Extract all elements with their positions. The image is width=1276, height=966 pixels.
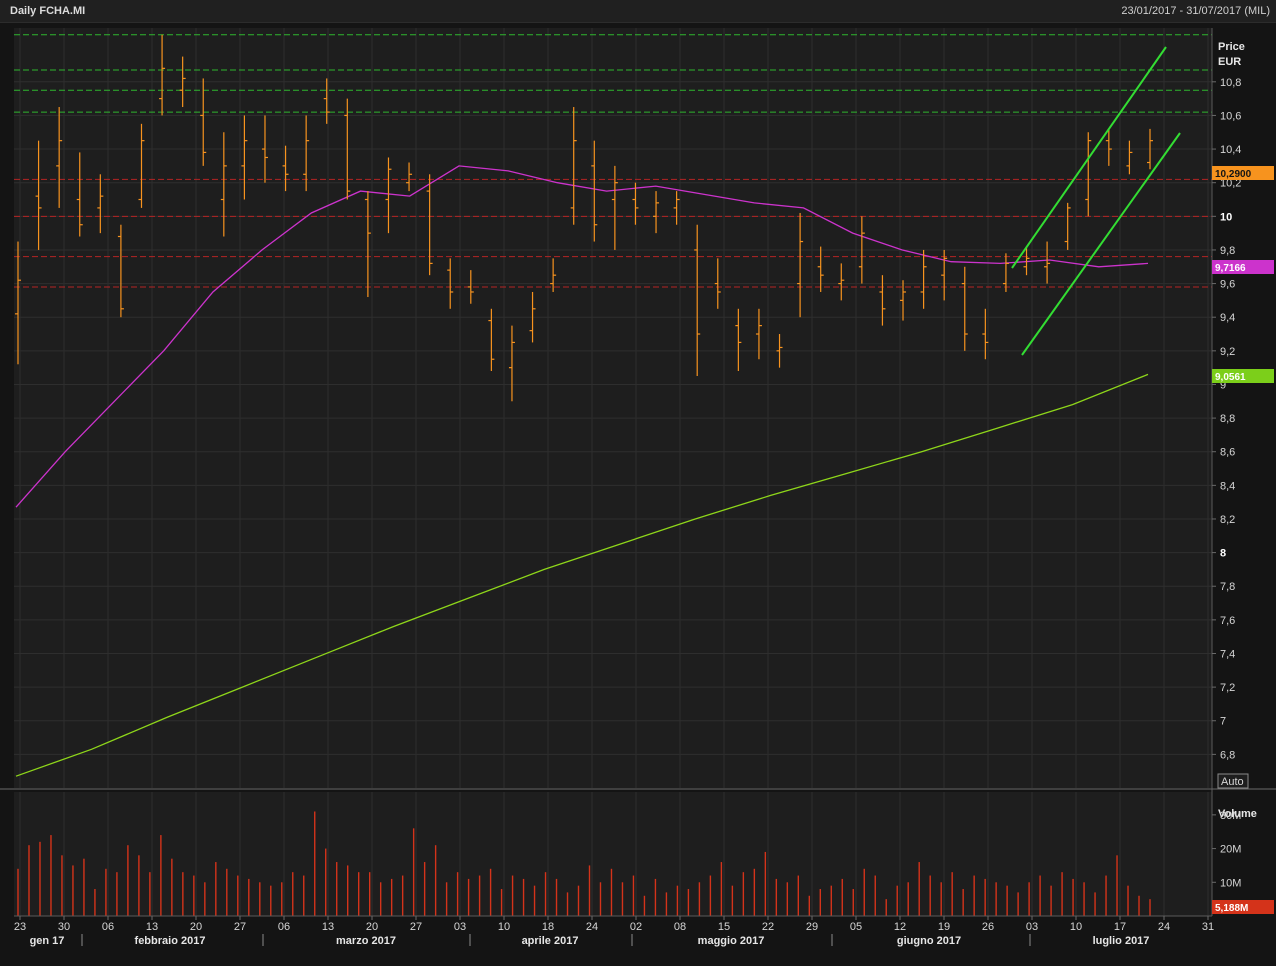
time-tick-label: 03 [1026,921,1038,933]
time-tick-label: 08 [674,921,686,933]
long-moving-average-line [15,373,1149,777]
price-tick-label: 8 [1220,548,1226,560]
volume-axis-ticks: 30M 20M 10M [1212,810,1241,889]
price-axis-title: Price [1218,41,1245,53]
time-tick-label: 30 [58,921,70,933]
time-tick-label: 27 [410,921,422,933]
time-tick-label: 03 [454,921,466,933]
price-tick-label: 7,2 [1220,682,1235,694]
time-tick-label: 19 [938,921,950,933]
grid-lines [14,28,1212,916]
price-tick-label: 9,8 [1220,245,1235,257]
month-label: giugno 2017 [897,935,961,947]
price-bars [15,34,1153,402]
price-tick-label: 6,8 [1220,749,1235,761]
volume-tick-label: 30M [1220,810,1241,822]
time-tick-label: 15 [718,921,730,933]
price-axis-unit: EUR [1218,56,1241,68]
moving-averages [15,165,1149,777]
time-tick-label: 13 [146,921,158,933]
time-tick-label: 24 [586,921,598,933]
date-range: 23/01/2017 - 31/07/2017 (MIL) [1121,5,1270,17]
horizontal-levels [14,34,1212,288]
chart-header: Daily FCHA.MI 23/01/2017 - 31/07/2017 (M… [0,0,1276,23]
price-tick-label: 10,6 [1220,110,1241,122]
price-tick-label: 9 [1220,379,1226,391]
month-label: luglio 2017 [1093,935,1150,947]
price-tick-label: 8,4 [1220,480,1235,492]
price-tick-label: 10,4 [1220,144,1241,156]
time-tick-label: 06 [102,921,114,933]
month-label: febbraio 2017 [135,935,206,947]
volume-tag [1212,900,1274,914]
price-tick-label: 8,2 [1220,514,1235,526]
volume-value: 5,188M [1215,903,1248,914]
chart-title: Daily FCHA.MI [10,5,86,17]
time-tick-label: 13 [322,921,334,933]
channel-lower-line[interactable] [1021,132,1181,356]
last-price-value: 10,2900 [1215,169,1252,180]
auto-scale-label[interactable]: Auto [1221,776,1244,788]
time-tick-label: 02 [630,921,642,933]
price-panel [14,28,1212,788]
last-price-tag [1212,166,1274,180]
price-tick-label: 7 [1220,716,1226,728]
volume-tick-label: 20M [1220,844,1241,856]
ma-long-value: 9,0561 [1215,372,1246,383]
time-tick-label: 06 [278,921,290,933]
price-tick-label: 7,4 [1220,648,1235,660]
month-label: gen 17 [30,935,65,947]
time-axis-months: gen 17 febbraio 2017 marzo 2017 aprile 2017… [30,934,1150,947]
time-tick-label: 26 [982,921,994,933]
channel-upper-line[interactable] [1011,46,1167,269]
volume-tick-label: 10M [1220,877,1241,889]
time-tick-label: 20 [190,921,202,933]
time-tick-label: 24 [1158,921,1170,933]
time-tick-label: 20 [366,921,378,933]
time-tick-label: 17 [1114,921,1126,933]
ma-short-tag [1212,260,1274,274]
month-label: maggio 2017 [698,935,765,947]
time-tick-label: 22 [762,921,774,933]
ma-short-value: 9,7166 [1215,263,1246,274]
price-axis-ticks: 10,8 10,6 10,4 10,2 10 9,8 9,6 9,4 9,2 9 8,8 8,6 8,4… [1212,77,1241,761]
price-tick-label: 7,8 [1220,581,1235,593]
time-tick-label: 05 [850,921,862,933]
ma-long-tag [1212,369,1274,383]
time-tick-label: 27 [234,921,246,933]
price-tick-label: 7,6 [1220,615,1235,627]
auto-scale-button[interactable] [1217,773,1249,789]
time-tick-label: 23 [14,921,26,933]
price-tick-label: 10,8 [1220,77,1241,89]
time-tick-label: 29 [806,921,818,933]
price-tick-label: 9,4 [1220,312,1235,324]
time-tick-label: 10 [498,921,510,933]
price-tick-label: 10 [1220,211,1232,223]
time-axis-ticks: 23 30 06 13 20 27 06 13 20 27 03 10 18 24 02 08 15 22 29 05… [14,916,1214,933]
time-tick-label: 12 [894,921,906,933]
volume-bars [17,811,1151,916]
price-tick-label: 10,2 [1220,178,1241,190]
price-tick-label: 8,6 [1220,447,1235,459]
month-label: marzo 2017 [336,935,396,947]
trend-channel[interactable] [1011,46,1181,356]
month-label: aprile 2017 [522,935,579,947]
price-tick-label: 8,8 [1220,413,1235,425]
time-tick-label: 31 [1202,921,1214,933]
volume-axis-title: Volume [1218,808,1257,820]
price-tick-label: 9,2 [1220,346,1235,358]
price-tick-label: 9,6 [1220,279,1235,291]
volume-panel [14,792,1212,916]
time-tick-label: 18 [542,921,554,933]
short-moving-average-line [15,165,1149,508]
time-tick-label: 10 [1070,921,1082,933]
chart-svg[interactable]: Price EUR Volume 10,8 10,6 10,4 10,2 10 9,8 9,… [0,22,1276,966]
